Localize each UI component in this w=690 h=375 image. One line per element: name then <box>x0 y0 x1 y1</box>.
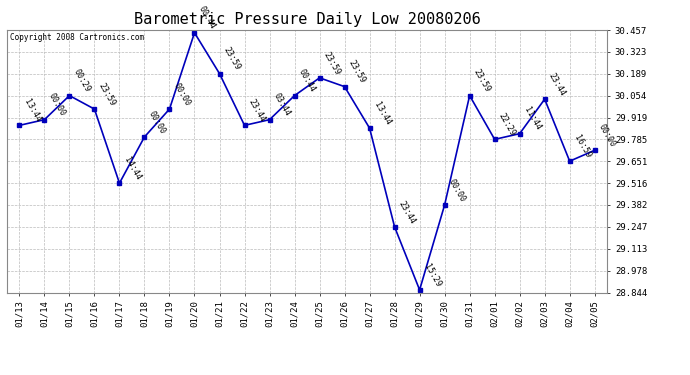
Text: 23:44: 23:44 <box>247 98 267 124</box>
Text: 00:00: 00:00 <box>147 109 167 135</box>
Text: 16:59: 16:59 <box>572 134 593 159</box>
Text: 22:29: 22:29 <box>497 112 518 138</box>
Title: Barometric Pressure Daily Low 20080206: Barometric Pressure Daily Low 20080206 <box>134 12 480 27</box>
Text: 13:44: 13:44 <box>372 100 393 126</box>
Text: 00:00: 00:00 <box>172 81 193 108</box>
Text: 23:59: 23:59 <box>222 46 242 72</box>
Text: 11:44: 11:44 <box>522 106 542 132</box>
Text: 03:44: 03:44 <box>272 92 293 118</box>
Text: 14:44: 14:44 <box>122 155 142 182</box>
Text: 23:59: 23:59 <box>97 81 117 108</box>
Text: 23:44: 23:44 <box>397 199 417 225</box>
Text: 23:59: 23:59 <box>322 50 342 76</box>
Text: 15:29: 15:29 <box>422 262 442 288</box>
Text: 23:59: 23:59 <box>472 68 493 94</box>
Text: 23:44: 23:44 <box>547 71 567 98</box>
Text: Copyright 2008 Cartronics.com: Copyright 2008 Cartronics.com <box>10 33 144 42</box>
Text: 00:00: 00:00 <box>447 177 467 203</box>
Text: 00:44: 00:44 <box>297 68 317 94</box>
Text: 23:59: 23:59 <box>347 59 367 85</box>
Text: 00:00: 00:00 <box>47 92 67 118</box>
Text: 00:44: 00:44 <box>197 5 217 31</box>
Text: 13:44: 13:44 <box>22 98 42 124</box>
Text: 00:00: 00:00 <box>598 123 618 148</box>
Text: 00:29: 00:29 <box>72 68 92 94</box>
